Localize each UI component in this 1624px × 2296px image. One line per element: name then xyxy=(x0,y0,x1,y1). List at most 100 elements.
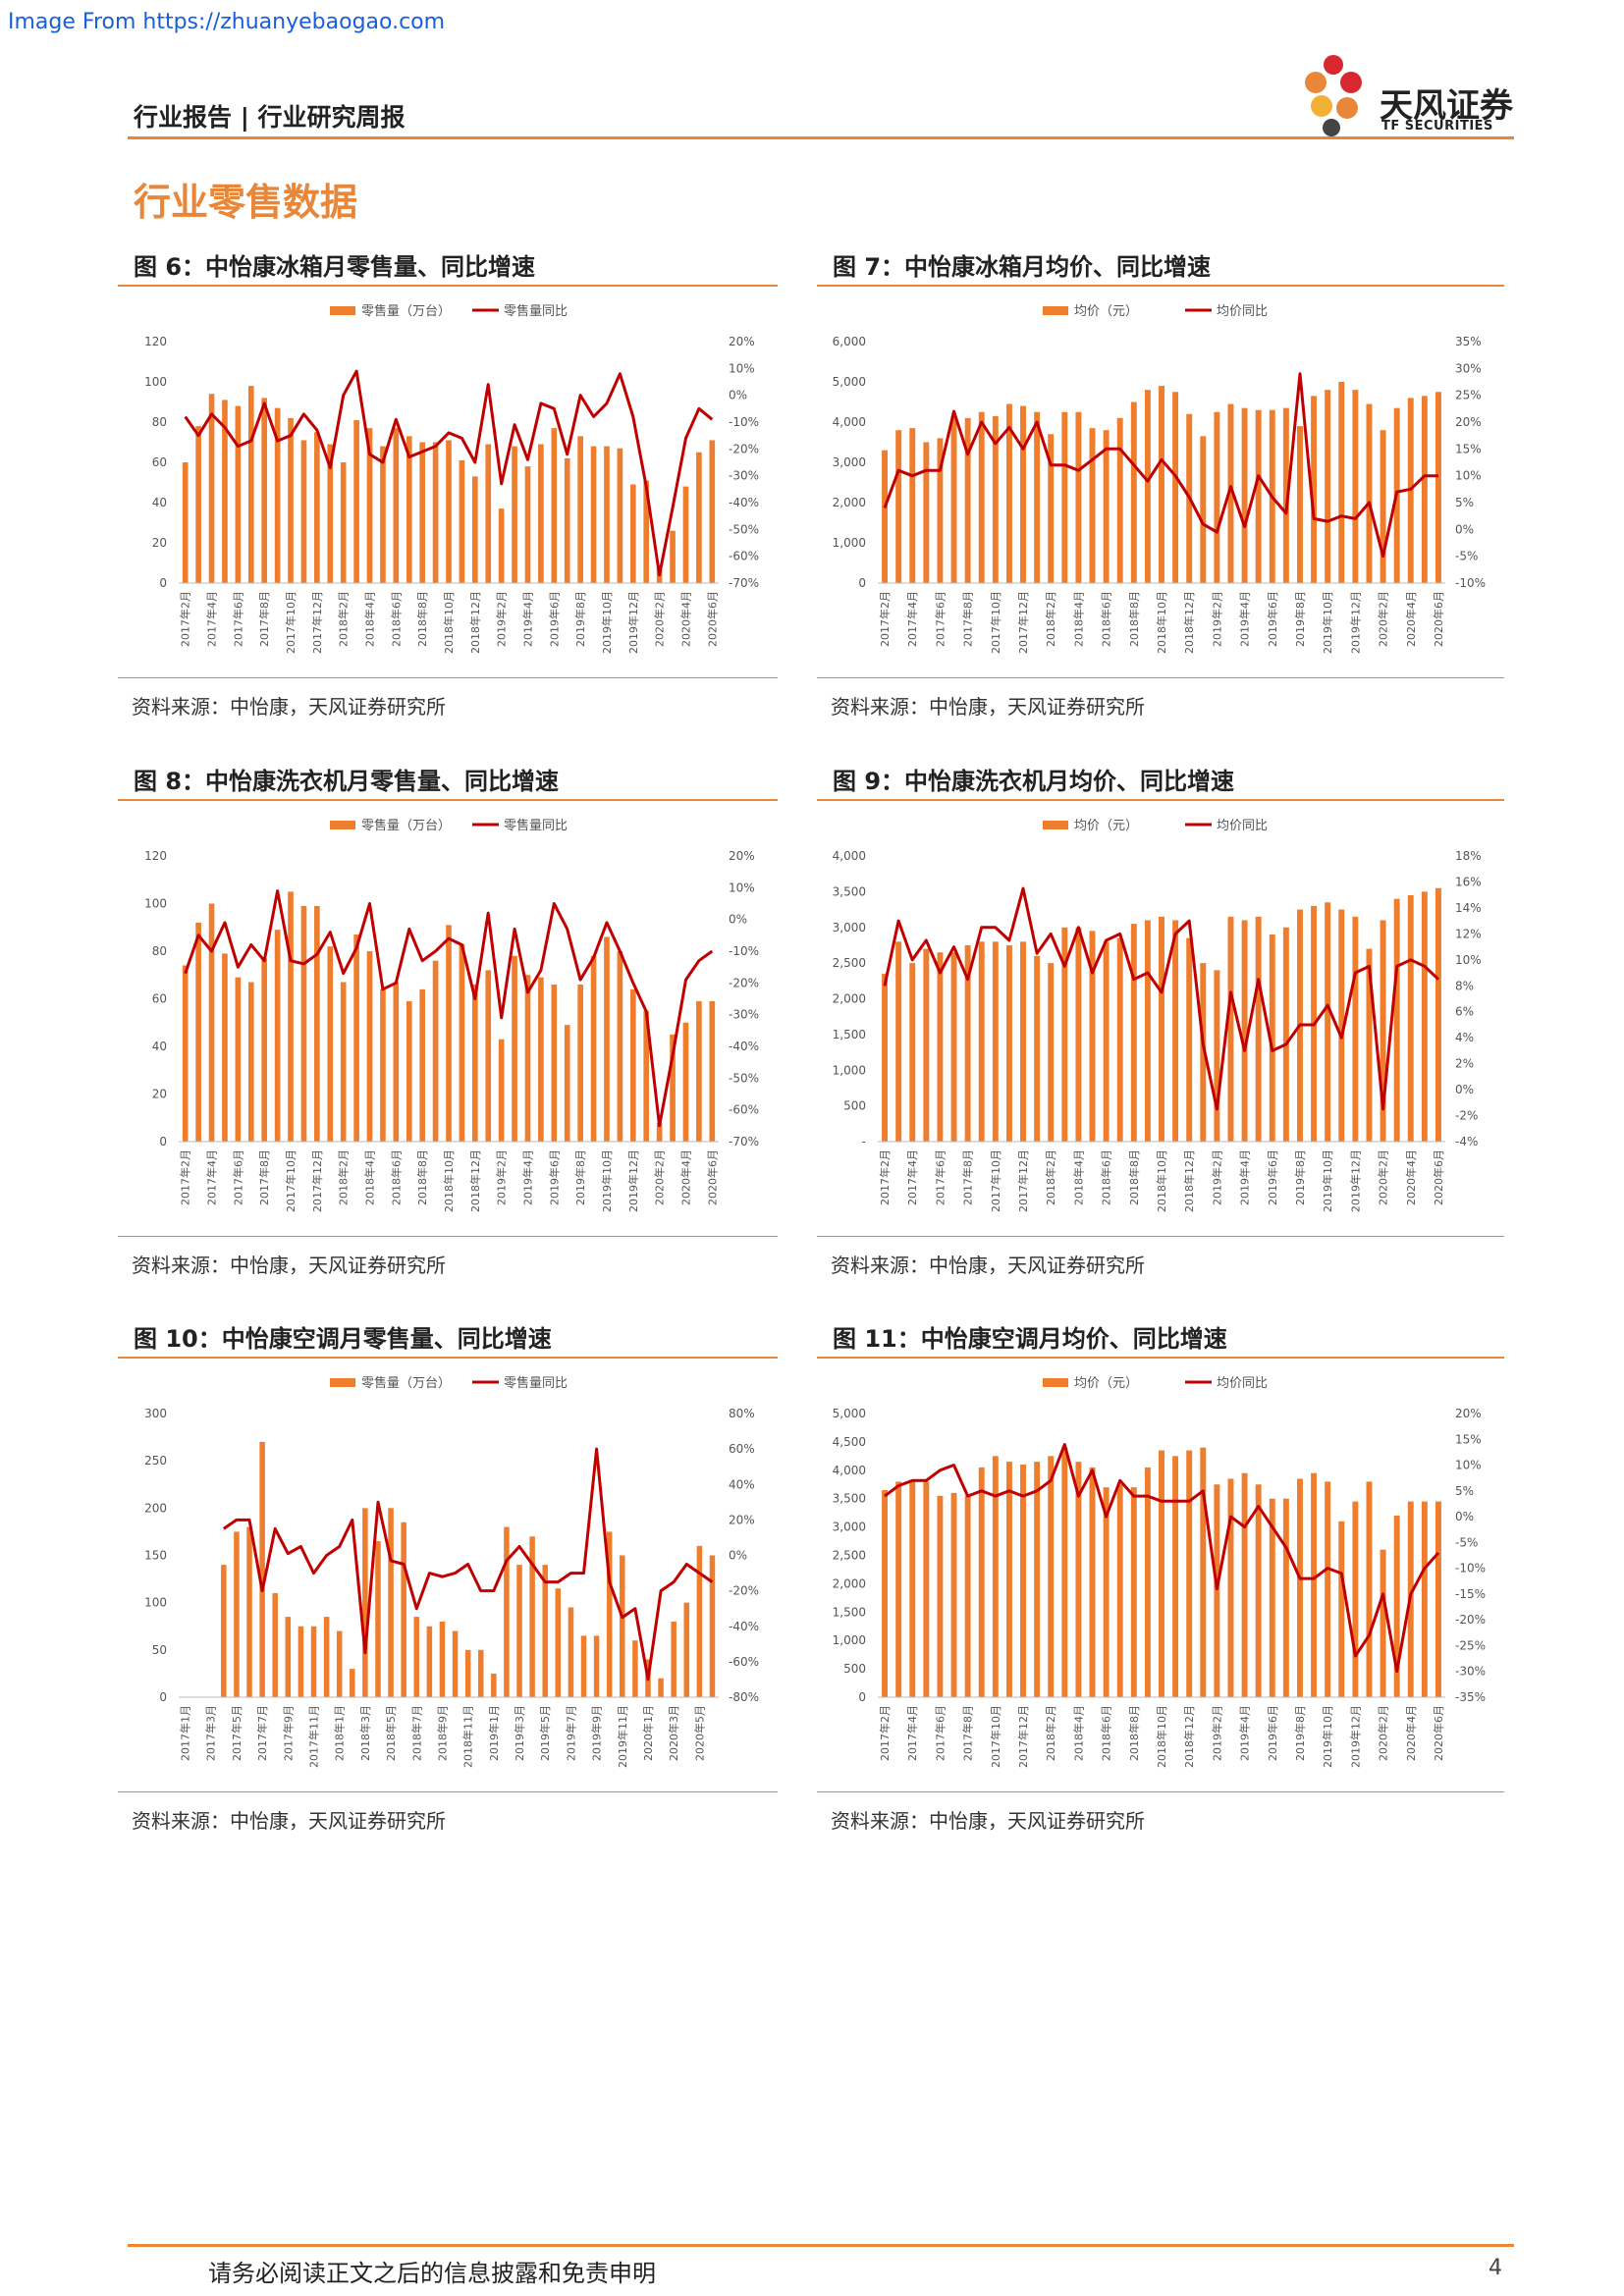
bar xyxy=(1380,920,1386,1142)
y-left-tick-label: 2,500 xyxy=(833,1549,866,1563)
figure-source: 资料来源：中怡康，天风证券研究所 xyxy=(831,1809,1145,1833)
y-left-tick-label: 2,000 xyxy=(833,992,866,1006)
x-tick-label: 2020年3月 xyxy=(667,1705,680,1761)
y-right-tick-label: 5% xyxy=(1455,496,1474,509)
x-tick-label: 2019年7月 xyxy=(564,1705,577,1761)
bar xyxy=(1241,1472,1248,1697)
x-tick-label: 2019年9月 xyxy=(590,1705,604,1761)
bar xyxy=(1048,1456,1055,1697)
bar xyxy=(909,428,916,583)
bar xyxy=(564,457,570,583)
figure-title-rule xyxy=(118,1357,778,1359)
chart-legend: 零售量（万台） 零售量同比 xyxy=(330,818,568,833)
bar xyxy=(542,1565,548,1697)
bar xyxy=(620,1555,625,1697)
y-right-tick-label: -30% xyxy=(729,469,759,483)
source-link[interactable]: Image From https://zhuanyebaogao.com xyxy=(8,10,446,34)
y-right-tick-label: -40% xyxy=(729,496,759,509)
bar xyxy=(485,444,492,583)
chart: 零售量（万台） 零售量同比 0 50 100 150 200 250 300 -80% -60% -4… xyxy=(144,1375,759,1768)
bar xyxy=(1048,963,1055,1142)
bar xyxy=(1144,390,1151,583)
bar xyxy=(1269,934,1275,1142)
bar xyxy=(1130,1487,1137,1697)
bar xyxy=(388,1508,394,1697)
bar xyxy=(366,951,373,1142)
figure-source: 资料来源：中怡康，天风证券研究所 xyxy=(132,695,446,719)
bar xyxy=(340,982,347,1142)
bar xyxy=(472,476,478,583)
legend-bar-swatch xyxy=(1043,1378,1068,1387)
bar xyxy=(1005,403,1012,583)
bar xyxy=(529,1536,535,1697)
bar xyxy=(182,462,189,583)
bar xyxy=(235,405,242,583)
report-header-title: 行业报告 | 行业研究周报 xyxy=(134,103,406,132)
x-tick-label: 2020年6月 xyxy=(705,1149,719,1205)
bar xyxy=(629,988,636,1142)
bar xyxy=(393,428,400,583)
figure-panel-2: 图 7：中怡康冰箱月均价、同比增速 均价（元） 均价同比 0 1,000 2,000 3,0… xyxy=(817,247,1504,719)
legend-line-label: 零售量同比 xyxy=(504,818,568,833)
y-right-tick-label: 0% xyxy=(729,389,747,402)
bar xyxy=(446,925,452,1142)
y-left-tick-label: 4,000 xyxy=(833,1464,866,1477)
bar xyxy=(401,1522,406,1697)
bar xyxy=(1089,931,1096,1142)
y-right-tick-label: 10% xyxy=(1455,953,1482,967)
figure-title-rule xyxy=(817,1357,1504,1359)
x-tick-label: 2017年1月 xyxy=(179,1705,192,1761)
x-tick-label: 2017年6月 xyxy=(933,1705,947,1761)
x-tick-label: 2018年5月 xyxy=(384,1705,398,1761)
y-left-tick-label: 1,500 xyxy=(833,1605,866,1619)
y-left-tick-label: 5,000 xyxy=(833,1407,866,1420)
bar xyxy=(261,958,268,1142)
bar xyxy=(314,432,320,583)
bar xyxy=(1130,924,1137,1142)
bar xyxy=(413,1617,420,1697)
bar xyxy=(1255,409,1262,583)
bar xyxy=(895,430,902,583)
bar xyxy=(1393,898,1400,1142)
section-title: 行业零售数据 xyxy=(134,181,358,224)
x-tick-label: 2018年2月 xyxy=(337,1149,351,1205)
x-tick-label: 2019年8月 xyxy=(573,591,587,647)
y-left-tick-label: 2,000 xyxy=(833,1576,866,1590)
x-tick-label: 2020年6月 xyxy=(1432,591,1445,647)
bar xyxy=(288,417,294,583)
x-tick-label: 2018年4月 xyxy=(363,591,377,647)
bar xyxy=(696,1545,703,1697)
figure-bottom-rule xyxy=(817,677,1504,678)
figure-source: 资料来源：中怡康，天风证券研究所 xyxy=(132,1254,446,1277)
bar xyxy=(310,1626,317,1697)
y-right-tick-label: 14% xyxy=(1455,901,1482,915)
chart: 零售量（万台） 零售量同比 0 20 40 60 80 100 120 -70% -60% -50% -… xyxy=(144,303,759,654)
bar xyxy=(222,953,228,1142)
chart-legend: 均价（元） 均价同比 xyxy=(1043,819,1268,833)
y-left-tick-label: 0 xyxy=(159,576,167,590)
bar xyxy=(656,1122,663,1142)
y-right-tick-label: 10% xyxy=(729,881,755,894)
x-tick-label: 2019年10月 xyxy=(600,1149,614,1212)
bar xyxy=(696,1000,702,1142)
y-right-tick-label: -20% xyxy=(729,976,759,989)
figure-title-rule xyxy=(817,285,1504,287)
bar xyxy=(375,1541,381,1697)
x-tick-label: 2017年12月 xyxy=(310,1149,324,1212)
y-right-tick-label: -60% xyxy=(729,550,759,563)
y-left-tick-label: 150 xyxy=(144,1549,167,1563)
x-tick-label: 2017年2月 xyxy=(878,1149,892,1205)
bar xyxy=(1435,887,1441,1142)
bar xyxy=(696,452,702,583)
bar xyxy=(1020,405,1026,583)
bar xyxy=(1352,1501,1359,1697)
bar xyxy=(1227,403,1234,583)
legend-bar-label: 零售量（万台） xyxy=(361,1375,451,1391)
bar xyxy=(1034,411,1041,583)
x-tick-label: 2017年12月 xyxy=(1016,1705,1030,1768)
legend-line-label: 均价同比 xyxy=(1217,304,1268,319)
figure-bottom-rule xyxy=(118,1791,778,1792)
x-tick-label: 2017年11月 xyxy=(307,1705,321,1768)
bar xyxy=(300,905,307,1142)
x-tick-label: 2017年6月 xyxy=(231,591,244,647)
